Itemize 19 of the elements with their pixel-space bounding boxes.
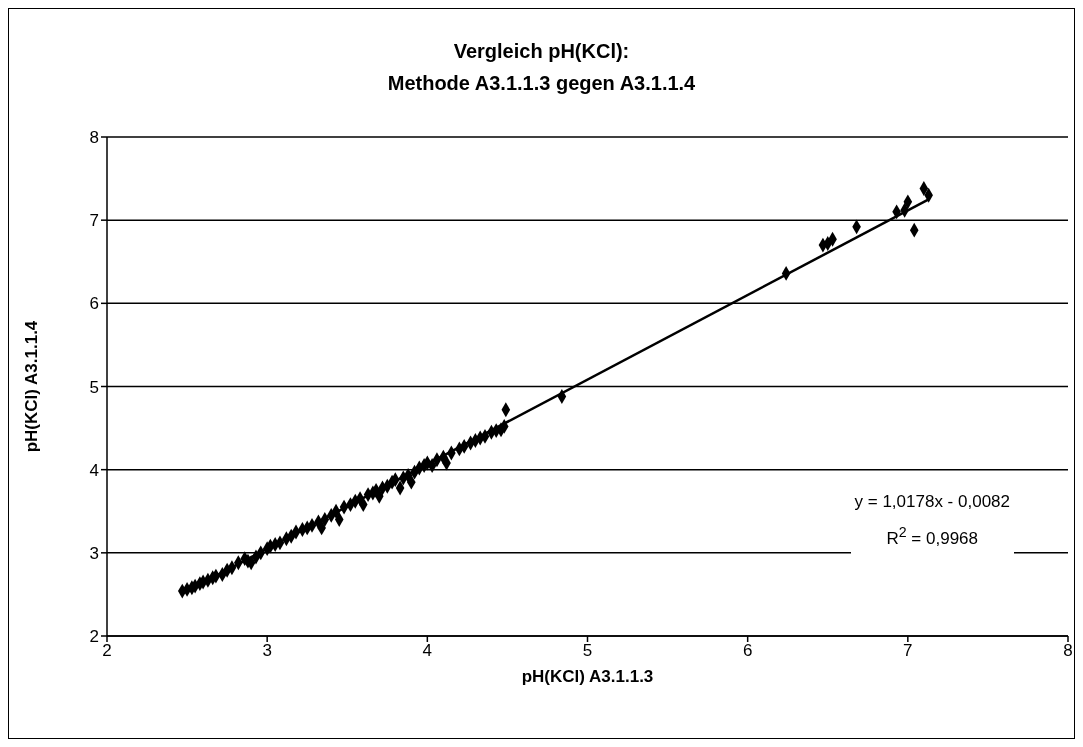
y-tick-label: 7 (89, 211, 99, 231)
y-tick-label: 3 (89, 543, 99, 563)
y-tick-label: 5 (89, 377, 99, 397)
x-tick-label: 2 (102, 641, 112, 661)
annotation: y = 1,0178x - 0,0082 (854, 491, 1010, 513)
annotation: R$^{2}$ = 0,9968 (885, 523, 979, 550)
x-tick-label: 8 (1063, 641, 1073, 661)
x-tick-label: 6 (742, 641, 753, 661)
y-tick-label: 8 (89, 128, 99, 148)
x-axis-title: pH(KCl) A3.1.1.3 (521, 667, 654, 686)
x-tick-label: 4 (422, 641, 433, 661)
x-tick-label: 5 (582, 641, 593, 661)
y-tick-label: 2 (89, 627, 99, 647)
y-tick-label: 4 (89, 460, 99, 480)
y-tick-label: 6 (89, 294, 99, 314)
y-axis-title: pH(KCl) A3.1.1.4 (22, 320, 42, 453)
x-tick-label: 3 (262, 641, 272, 661)
x-tick-label: 7 (903, 641, 913, 661)
chart-title: Vergleich pH(KCl): Methode A3.1.1.3 gegen A3.1.1.4 (386, 39, 697, 96)
